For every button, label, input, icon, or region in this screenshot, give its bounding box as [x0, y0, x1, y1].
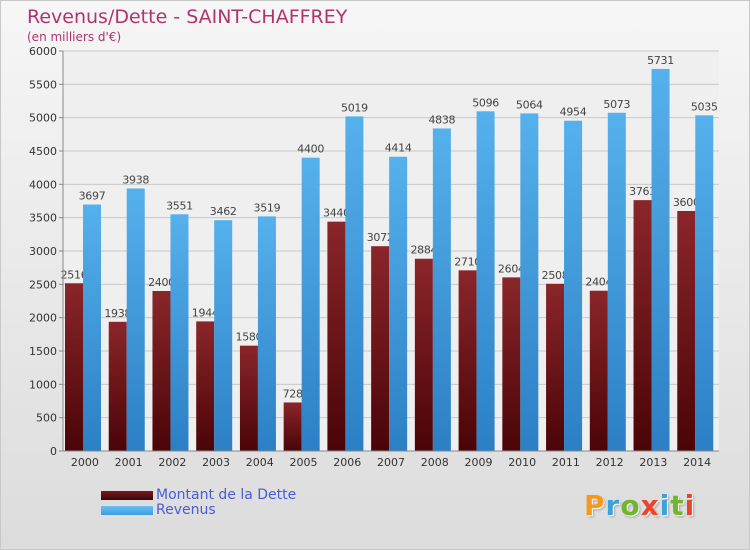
bar-dette — [589, 290, 608, 451]
x-tick-label: 2011 — [552, 456, 580, 469]
data-label-revenus: 3519 — [254, 201, 281, 214]
legend-swatch-revenus — [101, 506, 153, 515]
legend-swatch-dette — [101, 491, 153, 500]
data-label-dette: 1938 — [104, 307, 131, 320]
proxiti-logo: Proxiti — [584, 489, 696, 522]
bar-revenus — [607, 112, 626, 452]
x-tick-label: 2009 — [464, 456, 492, 469]
data-label-dette: 3600 — [673, 196, 700, 209]
x-tick-label: 2013 — [639, 456, 667, 469]
y-tick-label: 1000 — [29, 378, 57, 391]
data-label-revenus: 5064 — [516, 98, 543, 111]
data-label-revenus: 5073 — [603, 98, 630, 111]
data-label-revenus: 3697 — [79, 190, 106, 203]
y-tick-label: 3500 — [29, 212, 57, 225]
data-label-dette: 728 — [283, 387, 303, 400]
page-subtitle: (en milliers d'€) — [27, 30, 122, 44]
data-label-revenus: 3938 — [122, 173, 149, 186]
data-label-dette: 2516 — [61, 268, 88, 281]
data-label-revenus: 5019 — [341, 101, 368, 114]
x-tick-label: 2000 — [71, 456, 99, 469]
y-tick-label: 500 — [36, 412, 57, 425]
bar-dette — [414, 258, 433, 451]
legend-label-revenus: Revenus — [156, 502, 216, 518]
y-tick-label: 4000 — [29, 178, 57, 191]
data-label-revenus: 4400 — [297, 143, 324, 156]
bar-revenus — [83, 204, 101, 451]
x-tick-label: 2012 — [596, 456, 624, 469]
bar-dette — [546, 283, 565, 451]
bar-revenus — [170, 214, 189, 451]
bar-dette — [152, 291, 171, 451]
page-title: Revenus/Dette - SAINT-CHAFFREY — [27, 6, 348, 28]
y-tick-label: 5500 — [29, 78, 57, 91]
bar-dette — [65, 283, 83, 451]
bar-dette — [502, 277, 521, 451]
bar-revenus — [432, 128, 451, 451]
bar-revenus — [126, 188, 145, 451]
data-label-revenus: 4954 — [560, 106, 587, 119]
bar-dette — [633, 200, 652, 451]
x-tick-label: 2010 — [508, 456, 536, 469]
data-label-dette: 2710 — [454, 255, 481, 268]
bar-revenus — [301, 157, 320, 451]
bar-dette — [108, 321, 127, 451]
x-tick-label: 2001 — [115, 456, 143, 469]
y-tick-label: 0 — [50, 445, 57, 458]
y-tick-label: 3000 — [29, 245, 57, 258]
bar-dette — [196, 321, 215, 451]
y-tick-label: 2000 — [29, 312, 57, 325]
bar-chart: 0 500 1000 1500 2000 2500 3000 3500 4000 4500 5000… — [29, 45, 719, 469]
bar-revenus — [651, 68, 670, 451]
x-tick-label: 2004 — [246, 456, 274, 469]
data-label-revenus: 3551 — [166, 199, 193, 212]
data-label-dette: 3763 — [629, 185, 656, 198]
x-tick-label: 2003 — [202, 456, 230, 469]
data-label-revenus: 5035 — [691, 100, 718, 113]
data-label-dette: 2604 — [498, 262, 525, 275]
x-tick-label: 2002 — [158, 456, 186, 469]
y-tick-label: 5000 — [29, 112, 57, 125]
y-tick-label: 2500 — [29, 278, 57, 291]
data-label-dette: 2404 — [585, 276, 612, 289]
y-tick-label: 4500 — [29, 145, 57, 158]
bar-revenus — [389, 156, 408, 451]
bar-dette — [283, 402, 302, 451]
data-label-dette: 1944 — [192, 306, 219, 319]
bar-revenus — [476, 111, 495, 452]
data-label-revenus: 4414 — [385, 142, 412, 155]
data-label-revenus: 4838 — [428, 113, 455, 126]
bar-dette — [327, 221, 346, 451]
data-label-dette: 3072 — [367, 231, 394, 244]
y-tick-label: 6000 — [29, 45, 57, 58]
x-tick-label: 2008 — [421, 456, 449, 469]
x-tick-label: 2005 — [290, 456, 318, 469]
bar-revenus — [257, 216, 276, 451]
bar-revenus — [345, 116, 364, 452]
bar-revenus — [695, 115, 714, 451]
data-label-dette: 3440 — [323, 207, 350, 220]
bar-dette — [677, 211, 696, 451]
bar-dette — [239, 345, 258, 451]
x-tick-label: 2014 — [683, 456, 711, 469]
x-tick-label: 2006 — [333, 456, 361, 469]
legend-label-dette: Montant de la Dette — [156, 487, 297, 503]
y-tick-label: 1500 — [29, 345, 57, 358]
bar-dette — [458, 270, 477, 451]
data-label-revenus: 5096 — [472, 96, 499, 109]
data-label-dette: 2884 — [410, 244, 437, 257]
bar-revenus — [564, 120, 583, 451]
x-tick-label: 2007 — [377, 456, 405, 469]
data-label-dette: 2508 — [542, 269, 569, 282]
bar-dette — [371, 246, 390, 451]
bar-revenus — [520, 113, 539, 452]
data-label-dette: 2400 — [148, 276, 175, 289]
data-label-dette: 1580 — [236, 331, 263, 344]
bar-revenus — [214, 220, 233, 451]
data-label-revenus: 5731 — [647, 54, 674, 67]
data-label-revenus: 3462 — [210, 205, 237, 218]
